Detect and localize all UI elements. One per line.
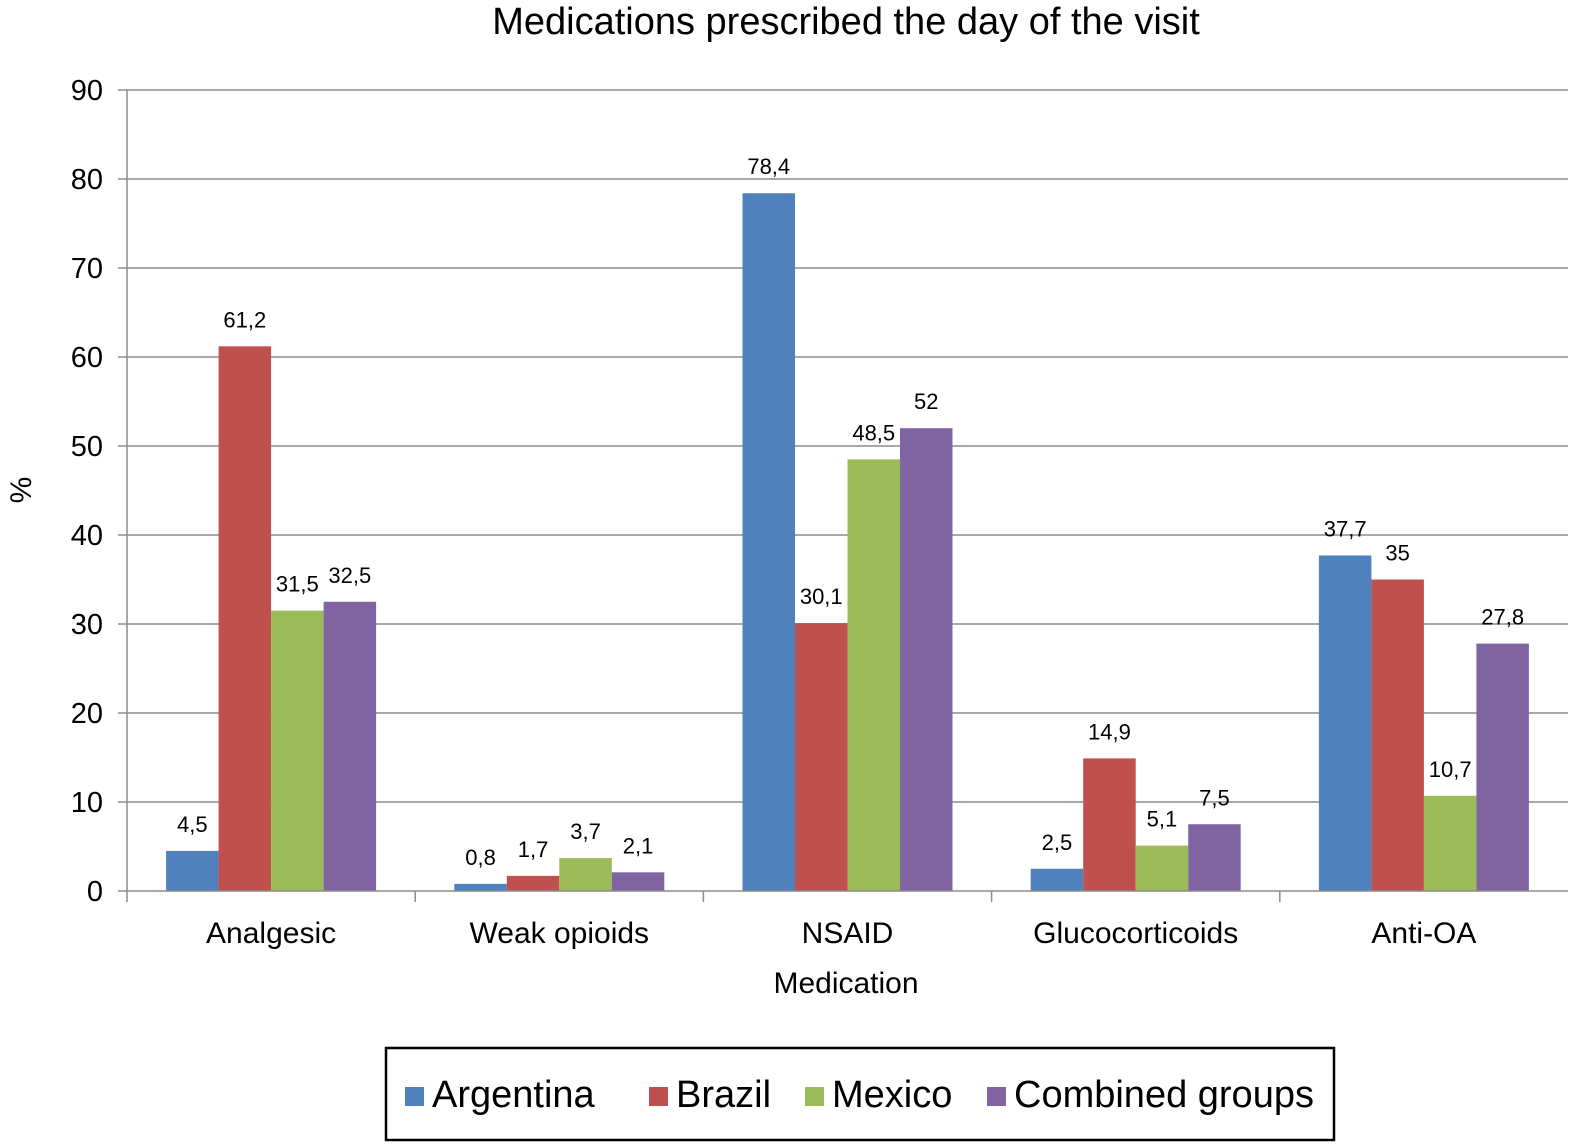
bar: [323, 601, 377, 891]
bar: [1423, 795, 1477, 891]
data-label: 7,5: [1199, 785, 1230, 810]
legend-label: Mexico: [832, 1074, 952, 1116]
data-label: 78,4: [747, 154, 790, 179]
category-label: Glucocorticoids: [1033, 917, 1238, 950]
axes: [126, 90, 1568, 902]
legend: Argentina Brazil Mexico Combined groups: [384, 1046, 1336, 1142]
bar: [900, 428, 953, 891]
y-tick-label: 90: [71, 75, 103, 107]
data-label: 4,5: [177, 812, 208, 837]
bar: [847, 459, 900, 891]
data-label: 61,2: [223, 307, 266, 332]
data-label: 35: [1385, 541, 1409, 566]
data-label: 3,7: [570, 819, 601, 844]
data-label: 1,7: [518, 837, 549, 862]
y-tick-label: 70: [71, 253, 103, 285]
bar: [1476, 643, 1529, 891]
data-label: 52: [914, 389, 938, 414]
bar: [795, 623, 848, 891]
y-axis-ticks: 0 10 20 30 40 50 60 70 80 90: [71, 75, 127, 908]
data-label: 30,1: [800, 584, 843, 609]
y-tick-label: 0: [87, 876, 103, 908]
bar: [166, 850, 219, 891]
data-label: 31,5: [276, 572, 319, 597]
x-axis-label: Medication: [773, 967, 918, 1000]
category-label: Weak opioids: [470, 917, 650, 950]
bar: [454, 883, 507, 891]
bar: [742, 193, 795, 892]
legend-label: Argentina: [432, 1074, 596, 1116]
y-tick-label: 10: [71, 787, 103, 819]
data-label: 48,5: [852, 420, 895, 445]
category-label: NSAID: [802, 917, 894, 950]
y-tick-label: 20: [71, 698, 103, 730]
chart-title: Medications prescribed the day of the vi…: [492, 1, 1200, 43]
legend-label: Brazil: [676, 1074, 771, 1116]
data-label: 5,1: [1147, 807, 1178, 832]
bar: [1030, 868, 1084, 891]
bar: [1188, 824, 1241, 891]
bar: [271, 610, 324, 891]
y-tick-label: 30: [71, 609, 103, 641]
y-tick-label: 40: [71, 520, 103, 552]
category-label: Analgesic: [206, 917, 336, 950]
data-label: 37,7: [1324, 516, 1367, 541]
data-labels: 4,5 61,2 31,5 32,5 0,8 1,7 3,7 2,1 78,4 30,1 48,5 5…: [177, 154, 1524, 870]
bar: [1135, 845, 1189, 891]
legend-swatch: [649, 1087, 668, 1106]
legend-box: [384, 1046, 1336, 1142]
data-label: 10,7: [1429, 757, 1472, 782]
x-axis-categories: Analgesic Weak opioids NSAID Glucocorticoid…: [206, 917, 1476, 950]
data-label: 32,5: [328, 563, 371, 588]
data-label: 27,8: [1481, 605, 1524, 630]
y-tick-label: 50: [71, 431, 103, 463]
data-label: 2,5: [1042, 830, 1073, 855]
bar: [559, 858, 612, 891]
data-label: 14,9: [1088, 719, 1131, 744]
data-label: 2,1: [623, 833, 654, 858]
legend-swatch: [405, 1087, 424, 1106]
data-label: 0,8: [465, 845, 496, 870]
y-tick-label: 60: [71, 342, 103, 374]
bar: [1083, 758, 1136, 891]
bar: [506, 875, 560, 891]
y-axis-label: %: [5, 477, 38, 504]
bar: [1318, 555, 1372, 891]
bar-series-group: [166, 193, 1529, 892]
bar: [611, 872, 665, 891]
bar: [1371, 579, 1424, 891]
category-label: Anti-OA: [1371, 917, 1476, 950]
legend-label: Combined groups: [1014, 1074, 1314, 1116]
y-tick-label: 80: [71, 164, 103, 196]
legend-swatch: [805, 1087, 824, 1106]
bar: [218, 346, 272, 891]
legend-swatch: [987, 1087, 1006, 1106]
